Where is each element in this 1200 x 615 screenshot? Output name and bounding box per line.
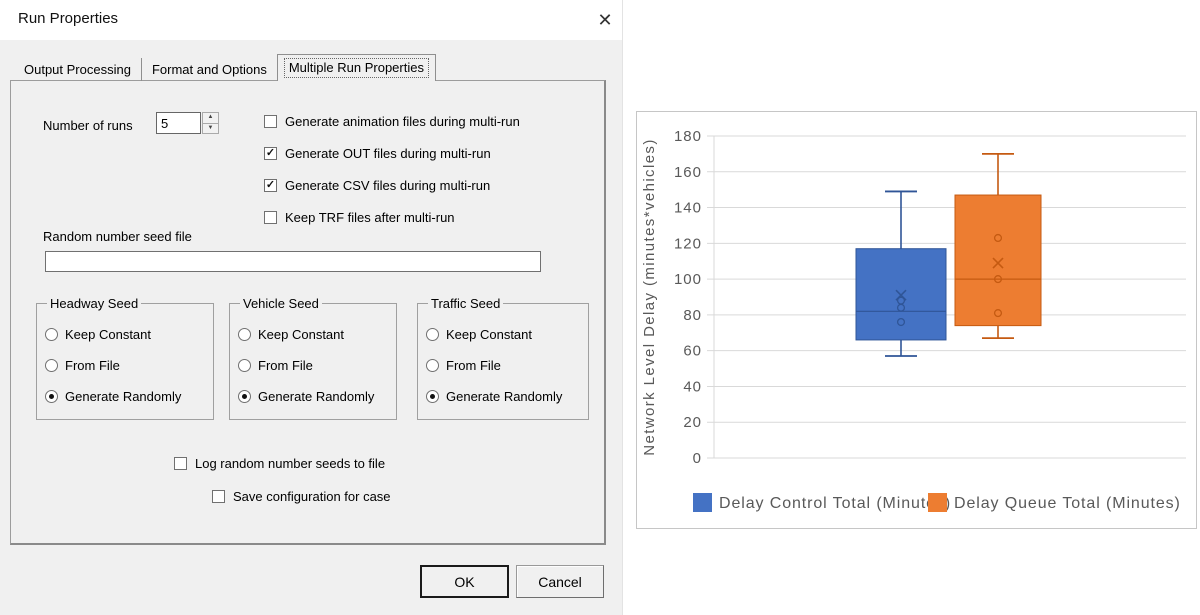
radio-traffic-seed-from-file[interactable]: From File xyxy=(426,355,580,375)
legend-swatch-delay-queue xyxy=(928,493,947,512)
y-tick-label: 100 xyxy=(674,271,702,288)
y-axis-title: Network Level Delay (minutes*vehicles) xyxy=(641,138,658,455)
radio-circle[interactable] xyxy=(45,389,58,403)
radio-label: Keep Constant xyxy=(258,326,345,342)
radio-label: Keep Constant xyxy=(446,326,533,342)
box-series-delay-queue-total-minutes xyxy=(954,152,1042,340)
tab-bar: Output Processing Format and Options Multi… xyxy=(14,54,436,81)
multiple-run-properties-panel: Number of runs ▲ ▼ Generate animation fi… xyxy=(10,80,606,545)
radio-vehicle-seed-generate-randomly[interactable]: Generate Randomly xyxy=(238,386,388,406)
legend-label-delay-control: Delay Control Total (Minutes) xyxy=(719,495,951,512)
y-tick-label: 40 xyxy=(683,378,702,395)
group-title: Traffic Seed xyxy=(431,296,501,311)
legend-swatch-delay-control xyxy=(693,493,712,512)
radio-headway-seed-keep-constant[interactable]: Keep Constant xyxy=(45,324,205,344)
radio-vehicle-seed-keep-constant[interactable]: Keep Constant xyxy=(238,324,388,344)
radio-label: Generate Randomly xyxy=(65,388,182,404)
spinner-buttons: ▲ ▼ xyxy=(202,112,219,134)
radio-circle[interactable] xyxy=(45,358,58,372)
multirun-checkbox-list: Generate animation files during multi-ru… xyxy=(264,111,520,227)
checkbox-generate-out-files-during-multi-run[interactable]: ✓ Generate OUT files during multi-run xyxy=(264,143,520,163)
checkbox-label: Log random number seeds to file xyxy=(195,455,386,471)
radio-circle[interactable] xyxy=(426,358,439,372)
number-of-runs-label: Number of runs xyxy=(43,118,133,133)
ok-button[interactable]: OK xyxy=(420,565,509,598)
legend: Delay Control Total (Minutes) Delay Queue… xyxy=(693,493,1181,512)
radio-circle[interactable] xyxy=(238,389,251,403)
dialog-title: Run Properties xyxy=(18,10,119,27)
tab-output-processing[interactable]: Output Processing xyxy=(14,58,142,81)
radio-headway-seed-from-file[interactable]: From File xyxy=(45,355,205,375)
radio-label: From File xyxy=(258,357,313,373)
legend-label-delay-queue: Delay Queue Total (Minutes) xyxy=(954,495,1181,512)
radio-circle[interactable] xyxy=(238,358,251,372)
checkbox-box[interactable]: ✓ xyxy=(264,146,277,160)
dialog-titlebar: Run Properties ✕ xyxy=(0,0,622,40)
group-title: Headway Seed xyxy=(50,296,139,311)
radio-label: Generate Randomly xyxy=(258,388,375,404)
y-tick-label: 0 xyxy=(693,450,702,467)
checkbox-keep-trf-files-after-multi-run[interactable]: Keep TRF files after multi-run xyxy=(264,207,520,227)
checkbox-generate-animation-files-during-multi-run[interactable]: Generate animation files during multi-ru… xyxy=(264,111,520,131)
tab-multiple-run-properties[interactable]: Multiple Run Properties xyxy=(276,54,436,81)
cancel-button[interactable]: Cancel xyxy=(516,565,604,598)
checkbox-save-configuration-for-case[interactable]: Save configuration for case xyxy=(212,486,391,506)
checkbox-label: Generate animation files during multi-ru… xyxy=(285,113,520,129)
checkbox-generate-csv-files-during-multi-run[interactable]: ✓ Generate CSV files during multi-run xyxy=(264,175,520,195)
checkbox-box[interactable] xyxy=(264,210,277,224)
seed-file-input[interactable] xyxy=(45,251,541,272)
checkbox-box[interactable] xyxy=(264,114,277,128)
y-tick-label: 80 xyxy=(683,307,702,324)
checkbox-label: Save configuration for case xyxy=(233,488,391,504)
radio-headway-seed-generate-randomly[interactable]: Generate Randomly xyxy=(45,386,205,406)
spinner-down-icon[interactable]: ▼ xyxy=(202,122,219,134)
y-tick-label: 140 xyxy=(674,200,702,217)
radio-label: From File xyxy=(65,357,120,373)
run-properties-dialog: Run Properties ✕ Output Processing Format… xyxy=(0,0,623,615)
radio-label: Generate Randomly xyxy=(446,388,563,404)
number-of-runs-input[interactable] xyxy=(156,112,201,134)
data-point xyxy=(993,309,1003,318)
data-point xyxy=(993,275,1003,284)
checkbox-label: Keep TRF files after multi-run xyxy=(285,209,455,225)
radio-circle[interactable] xyxy=(426,389,439,403)
data-point xyxy=(896,303,906,312)
checkbox-box[interactable] xyxy=(174,456,187,470)
y-tick-label: 20 xyxy=(683,414,702,431)
group-title: Vehicle Seed xyxy=(243,296,319,311)
checkbox-box[interactable] xyxy=(212,489,225,503)
radio-circle[interactable] xyxy=(426,327,439,341)
boxplot-panel: 0 20 40 60 80 100 120 140 160 180 Network Level De… xyxy=(636,111,1197,529)
tab-label: Multiple Run Properties xyxy=(283,58,429,78)
y-tick-label: 180 xyxy=(674,128,702,145)
boxplot-svg: 0 20 40 60 80 100 120 140 160 180 Network Level De… xyxy=(641,128,1186,512)
checkbox-box[interactable]: ✓ xyxy=(264,178,277,192)
radio-traffic-seed-keep-constant[interactable]: Keep Constant xyxy=(426,324,580,344)
seed-file-label: Random number seed file xyxy=(43,229,192,244)
group-vehicle-seed: Vehicle Seed Keep Constant From File Genera… xyxy=(229,296,397,420)
y-tick-label: 120 xyxy=(674,235,702,252)
checkbox-log-random-number-seeds-to-file[interactable]: Log random number seeds to file xyxy=(174,453,385,473)
seed-groups: Headway Seed Keep Constant From File Genera… xyxy=(36,296,589,420)
radio-label: From File xyxy=(446,357,501,373)
number-of-runs-spinner: ▲ ▼ xyxy=(156,112,219,134)
radio-circle[interactable] xyxy=(45,327,58,341)
radio-vehicle-seed-from-file[interactable]: From File xyxy=(238,355,388,375)
y-tick-label: 60 xyxy=(683,343,702,360)
y-tick-label: 160 xyxy=(674,164,702,181)
box-series-delay-control-total-minutes xyxy=(855,190,947,357)
radio-label: Keep Constant xyxy=(65,326,152,342)
group-traffic-seed: Traffic Seed Keep Constant From File Genera… xyxy=(417,296,589,420)
radio-traffic-seed-generate-randomly[interactable]: Generate Randomly xyxy=(426,386,580,406)
checkbox-label: Generate CSV files during multi-run xyxy=(285,177,491,193)
data-point xyxy=(896,317,906,327)
radio-circle[interactable] xyxy=(238,327,251,341)
data-point xyxy=(993,233,1003,243)
checkbox-label: Generate OUT files during multi-run xyxy=(285,145,491,161)
tab-format-and-options[interactable]: Format and Options xyxy=(151,62,267,77)
group-headway-seed: Headway Seed Keep Constant From File Genera… xyxy=(36,296,214,420)
close-icon[interactable]: ✕ xyxy=(597,10,613,30)
